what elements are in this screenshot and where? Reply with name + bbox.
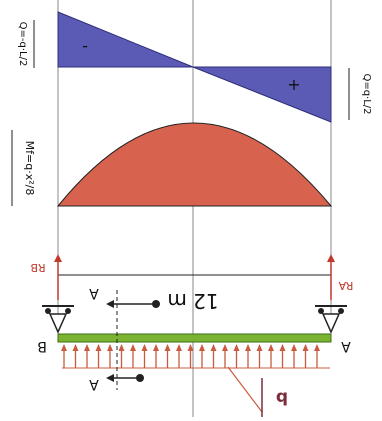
load-arrow-head (187, 344, 194, 351)
support-b-roller-2 (65, 308, 71, 314)
shear-diagram: - + (57, 11, 332, 123)
moment-diagram (56, 122, 333, 207)
support-a-roller-1 (318, 308, 324, 314)
shear-minus-sign: - (82, 38, 88, 57)
reaction-b-label: RB (30, 261, 45, 274)
load-arrow-head (118, 344, 125, 351)
support-b-roller-1 (45, 308, 51, 314)
shear-label-left: Q=-q·L/2 (17, 22, 28, 67)
load-arrow-head (199, 344, 205, 351)
shear-negative-area (57, 11, 194, 68)
load-arrow-head (107, 344, 113, 351)
support-a-triangle (321, 313, 341, 334)
reaction-a: RA (327, 254, 353, 300)
load-arrow-head (61, 344, 67, 351)
load-label: q (276, 387, 288, 407)
span-label: 12 m (167, 289, 218, 313)
load-arrow-head (153, 344, 159, 351)
section-dot-bottom (136, 374, 144, 382)
reaction-b-arrowhead (54, 254, 62, 262)
load-arrow-head (268, 344, 274, 351)
load-arrow-head (222, 344, 228, 351)
load-arrow-head (164, 344, 171, 351)
shear-label-right-group: Q=q·L/2 (348, 68, 372, 120)
load-arrow-head (210, 344, 217, 351)
shear-plus-sign: + (287, 75, 300, 94)
section-arrowhead-bottom (106, 374, 114, 382)
support-b-label: B (37, 338, 47, 354)
load-arrow-head (291, 344, 297, 351)
load-label-group: q (227, 366, 288, 417)
load-label-leader (227, 366, 263, 413)
reaction-a-label: RA (338, 279, 353, 292)
support-a: A (315, 305, 351, 354)
section-label-top: A (89, 285, 99, 301)
moment-label-group: Mf=q·x²/8 (11, 130, 36, 206)
moment-label: Mf=q·x²/8 (23, 141, 36, 196)
load-arrow-head (302, 344, 309, 351)
shear-label-right: Q=q·L/2 (361, 73, 372, 114)
section-cut: A A (89, 285, 160, 392)
reaction-a-arrowhead (327, 254, 335, 262)
load-arrow-head (279, 344, 286, 351)
section-arrowhead-top (106, 300, 114, 308)
support-a-label: A (341, 338, 351, 354)
reaction-b: RB (30, 254, 62, 300)
moment-area (56, 122, 333, 207)
section-label-bottom: A (89, 376, 99, 392)
span-dimension: 12 m (57, 268, 332, 313)
load-arrow-head (176, 344, 182, 351)
support-b: B (37, 305, 74, 354)
load-arrow-head (72, 344, 79, 351)
load-arrow-head (130, 344, 136, 351)
load-arrow-head (95, 344, 102, 351)
load-arrow-head (141, 344, 148, 351)
load-arrow-head (314, 344, 320, 351)
beam (57, 333, 332, 343)
load-arrow-head (245, 344, 251, 351)
load-arrow-head (233, 344, 240, 351)
distributed-load (61, 344, 320, 368)
support-a-roller-2 (338, 308, 344, 314)
section-dot-top (152, 300, 160, 308)
shear-positive-area (192, 66, 332, 123)
load-arrow-head (84, 344, 90, 351)
load-arrow-head (256, 344, 263, 351)
support-b-triangle (48, 313, 68, 334)
shear-label-left-group: Q=-q·L/2 (17, 20, 35, 68)
